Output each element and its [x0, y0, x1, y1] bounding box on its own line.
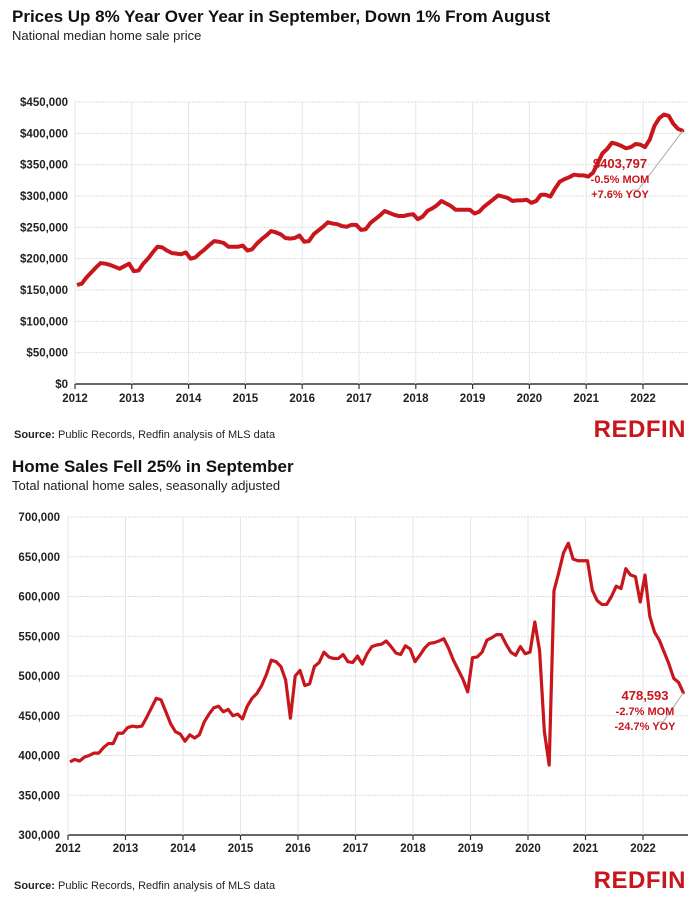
y-tick-label: 400,000	[18, 751, 60, 763]
annotation-yoy: +7.6% YOY	[591, 189, 649, 201]
chart-subtitle: National median home sale price	[12, 28, 201, 43]
x-tick-label: 2021	[573, 393, 599, 405]
annotation-mom: -0.5% MOM	[591, 174, 650, 186]
x-tick-label: 2014	[170, 843, 196, 855]
source-text: Public Records, Redfin analysis of MLS d…	[55, 429, 276, 441]
annotation-value: $403,797	[593, 156, 647, 171]
y-tick-label: $200,000	[20, 254, 68, 266]
x-tick-label: 2020	[517, 393, 543, 405]
x-tick-label: 2015	[233, 393, 259, 405]
source-note: Source: Public Records, Redfin analysis …	[14, 880, 276, 892]
y-tick-label: $450,000	[20, 97, 68, 109]
y-tick-label: $0	[55, 379, 68, 391]
x-tick-label: 2018	[403, 393, 429, 405]
x-tick-label: 2013	[119, 393, 145, 405]
x-tick-label: 2016	[285, 843, 311, 855]
x-tick-label: 2013	[113, 843, 139, 855]
y-tick-label: 500,000	[18, 671, 60, 683]
x-tick-label: 2012	[55, 843, 81, 855]
redfin-logo: REDFIN	[594, 416, 686, 443]
x-tick-label: 2019	[458, 843, 484, 855]
redfin-logo: REDFIN	[594, 867, 686, 894]
x-tick-label: 2016	[289, 393, 315, 405]
series-line	[69, 541, 685, 767]
chart-title: Prices Up 8% Year Over Year in September…	[12, 7, 551, 26]
source-label: Source:	[14, 429, 55, 441]
annotation-value: 478,593	[622, 688, 669, 703]
x-tick-label: 2022	[630, 393, 656, 405]
y-tick-label: $350,000	[20, 160, 68, 172]
x-tick-label: 2021	[573, 843, 599, 855]
y-tick-label: $400,000	[20, 128, 68, 140]
y-tick-label: 550,000	[18, 631, 60, 643]
y-tick-label: $100,000	[20, 316, 68, 328]
y-tick-label: 700,000	[18, 512, 60, 524]
y-tick-label: 600,000	[18, 592, 60, 604]
source-label: Source:	[14, 880, 55, 892]
x-tick-label: 2019	[460, 393, 486, 405]
y-tick-label: 350,000	[18, 790, 60, 802]
y-tick-label: $150,000	[20, 285, 68, 297]
y-tick-label: $300,000	[20, 191, 68, 203]
annotation-leader-line	[657, 692, 684, 723]
y-tick-label: 300,000	[18, 830, 60, 842]
x-tick-label: 2012	[62, 393, 88, 405]
y-tick-label: 650,000	[18, 552, 60, 564]
annotation-mom: -2.7% MOM	[616, 706, 675, 718]
annotation-leader-line	[632, 130, 684, 191]
x-tick-label: 2015	[228, 843, 254, 855]
annotation-yoy: -24.7% YOY	[615, 721, 677, 733]
y-tick-label: 450,000	[18, 711, 60, 723]
source-text: Public Records, Redfin analysis of MLS d…	[55, 880, 276, 892]
x-tick-label: 2022	[630, 843, 656, 855]
x-tick-label: 2020	[515, 843, 541, 855]
x-tick-label: 2014	[176, 393, 202, 405]
chart-title: Home Sales Fell 25% in September	[12, 457, 294, 476]
series-line	[76, 112, 684, 287]
source-note: Source: Public Records, Redfin analysis …	[14, 429, 276, 441]
y-tick-label: $50,000	[26, 348, 68, 360]
y-tick-label: $250,000	[20, 222, 68, 234]
chart-subtitle: Total national home sales, seasonally ad…	[12, 478, 280, 493]
x-tick-label: 2017	[343, 843, 369, 855]
x-tick-label: 2017	[346, 393, 372, 405]
x-tick-label: 2018	[400, 843, 426, 855]
